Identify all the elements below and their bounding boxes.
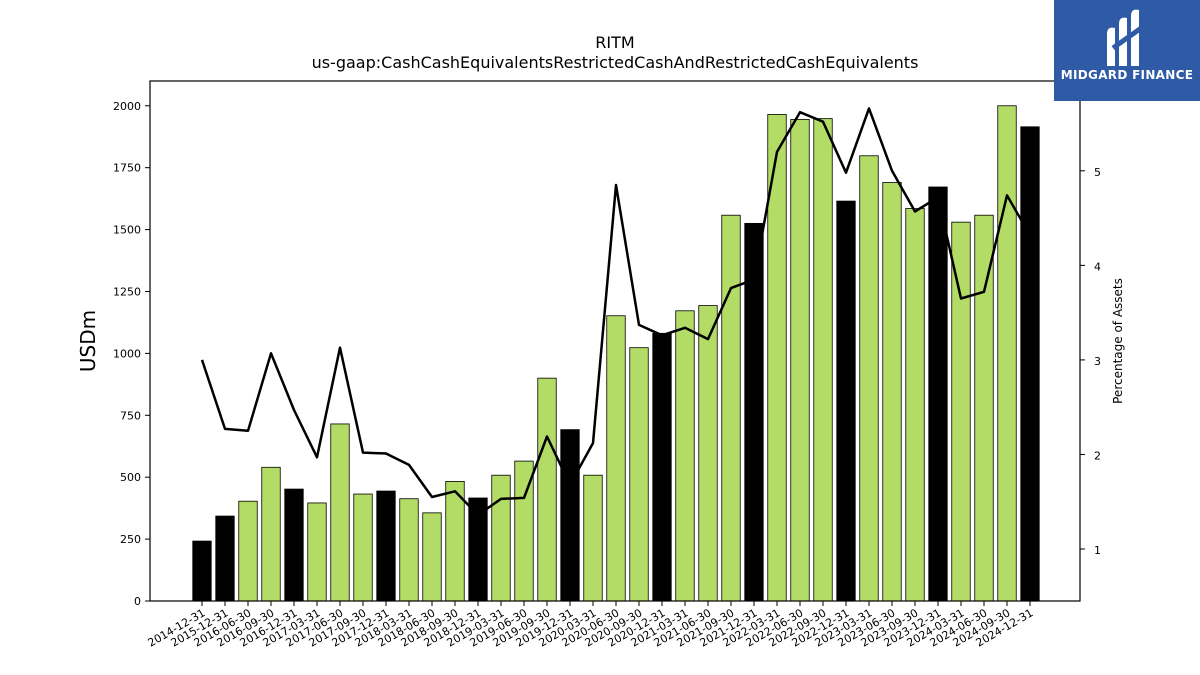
bar-2021-06-30	[698, 305, 718, 602]
bar-2017-03-31	[307, 502, 327, 602]
bar-2019-09-30	[537, 377, 557, 602]
bar-2024-03-31	[951, 221, 971, 602]
bar-2018-06-30	[422, 512, 442, 602]
bar-2020-09-30	[629, 347, 649, 602]
bar-2016-09-30	[261, 466, 281, 602]
bar-2023-12-31	[928, 186, 948, 602]
y2-tick-label: 3	[1094, 355, 1101, 368]
bar-2020-03-31	[583, 474, 603, 602]
bar-2020-06-30	[606, 315, 626, 602]
y-tick-label: 500	[120, 471, 141, 484]
bar-2021-09-30	[721, 214, 741, 602]
logo-text: MIDGARD FINANCE	[1060, 68, 1194, 82]
bar-2017-12-31	[376, 490, 396, 602]
bar-2016-06-30	[238, 500, 258, 602]
bars-group	[192, 105, 1040, 602]
plot-frame	[149, 80, 1081, 602]
bar-2023-09-30	[905, 208, 925, 602]
y2-tick-label: 2	[1094, 449, 1101, 462]
bar-2017-06-30	[330, 423, 350, 602]
bar-2022-12-31	[836, 200, 856, 602]
line-group	[200, 107, 1032, 517]
bar-2020-12-31	[652, 332, 672, 602]
bar-2018-03-31	[399, 498, 419, 602]
logo-mark-icon	[1107, 9, 1146, 67]
bar-2022-09-30	[813, 118, 833, 602]
bar-2023-03-31	[859, 155, 879, 602]
y2-axis-label: Percentage of Assets	[1111, 278, 1125, 404]
y-tick-label: 1500	[113, 224, 141, 237]
chart-subtitle: us-gaap:CashCashEquivalentsRestrictedCas…	[312, 53, 919, 72]
bar-2022-06-30	[790, 118, 810, 602]
bar-2024-09-30	[997, 105, 1017, 602]
bar-2015-12-31	[215, 515, 235, 602]
y2-tick-label: 1	[1094, 544, 1101, 557]
bar-2016-12-31	[284, 488, 304, 602]
bar-2019-03-31	[491, 474, 511, 602]
bar-2024-06-30	[974, 214, 994, 602]
y-tick-label: 750	[120, 409, 141, 422]
bar-2019-12-31	[560, 429, 580, 602]
percentage-line	[200, 107, 1032, 517]
chart-title: RITM	[595, 33, 634, 52]
y2-tick-label: 4	[1094, 260, 1101, 273]
y-tick-label: 1750	[113, 162, 141, 175]
bar-2014-12-31	[192, 540, 212, 602]
y-axis-label: USDm	[76, 310, 100, 372]
y-axis-right: 1 2 3 4 5	[1080, 166, 1101, 557]
y-tick-label: 1250	[113, 285, 141, 298]
bar-2024-12-31	[1020, 126, 1040, 602]
y-tick-label: 1000	[113, 347, 141, 360]
bar-2021-03-31	[675, 310, 695, 602]
brand-logo: MIDGARD FINANCE	[1054, 0, 1200, 101]
y-tick-label: 250	[120, 533, 141, 546]
y-tick-label: 2000	[113, 100, 141, 113]
bar-2023-06-30	[882, 182, 902, 602]
x-axis: 2014-12-312015-12-312016-06-302016-09-30…	[146, 601, 1036, 650]
y2-tick-label: 5	[1094, 166, 1101, 179]
y-tick-label: 0	[134, 595, 141, 608]
y-axis-left: 0 250 500 750 1000 1250 1500 1750 2000	[113, 100, 150, 608]
bar-2017-09-30	[353, 493, 373, 602]
